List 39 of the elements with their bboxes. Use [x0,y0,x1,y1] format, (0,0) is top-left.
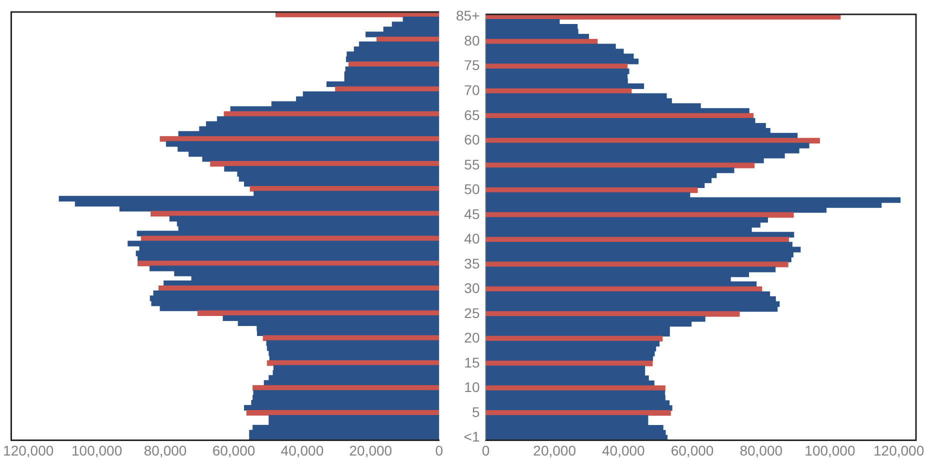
x-tick-label: 100,000 [804,442,856,458]
bar [486,360,653,366]
x-tick-label: 0 [482,442,490,458]
y-tick-label: 30 [464,280,480,296]
x-tick-label: 100,000 [72,442,122,458]
x-tick-label: 80,000 [740,442,783,458]
y-tick-label: 80 [464,32,480,48]
bar [486,410,671,416]
y-tick-label: 15 [464,354,480,370]
y-tick-label: 20 [464,330,480,346]
bar [486,162,755,168]
bar [486,212,794,218]
y-tick-label: 55 [464,156,480,172]
x-tick-label: 40,000 [280,442,324,458]
y-tick-label: 70 [464,82,480,98]
x-tick-label: 120,000 [873,442,924,458]
y-tick-label: 45 [464,206,480,222]
y-tick-label: 35 [464,255,480,272]
y-tick-label: 85+ [456,8,480,24]
x-tick-label: 80,000 [144,442,187,458]
y-tick-label: 65 [464,106,480,123]
y-tick-label: 10 [464,379,480,396]
y-tick-label: 40 [464,230,480,247]
y-tick-label: 5 [472,404,480,420]
x-tick-label: 60,000 [212,442,256,458]
x-tick-label: 120,000 [3,442,54,458]
y-tick-label: 60 [464,132,480,148]
x-tick-label: 40,000 [602,442,646,458]
y-tick-label: 75 [464,57,480,74]
y-tick-label: 25 [464,304,480,321]
bar [197,310,440,316]
bar [246,410,440,416]
x-tick-label: 20,000 [533,442,576,458]
y-tick-label: <1 [464,428,480,445]
x-tick-label: 20,000 [349,442,392,458]
x-tick-label: 60,000 [670,442,714,458]
bar [486,311,740,317]
x-tick-label: 0 [435,442,444,458]
y-tick-label: 50 [464,181,480,198]
